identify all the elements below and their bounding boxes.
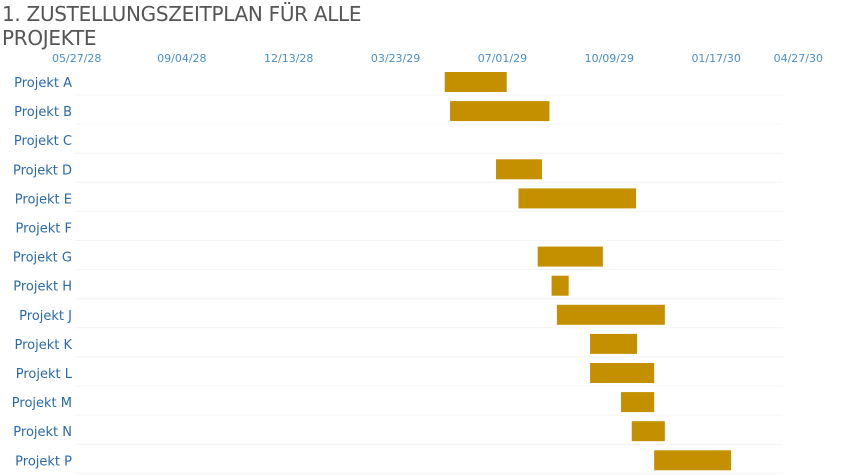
- category-label: Projekt F: [16, 222, 72, 237]
- gantt-bar: [551, 275, 569, 296]
- category-label: Projekt L: [16, 367, 73, 382]
- x-tick-label: 09/04/28: [157, 52, 206, 65]
- gantt-bar: [631, 421, 665, 442]
- gantt-bar: [621, 392, 655, 413]
- x-tick-label: 04/27/30: [774, 52, 823, 65]
- x-tick-label: 12/13/28: [264, 52, 313, 65]
- category-label: Projekt K: [14, 338, 72, 353]
- x-tick-label: 03/23/29: [371, 52, 420, 65]
- gantt-bar: [496, 159, 542, 180]
- category-label: Projekt P: [15, 454, 72, 469]
- gantt-bar: [590, 333, 638, 354]
- category-label: Projekt M: [12, 396, 72, 411]
- gantt-bar: [590, 363, 655, 383]
- category-label: Projekt J: [19, 309, 72, 324]
- category-label: Projekt N: [13, 425, 72, 440]
- category-label: Projekt C: [14, 134, 72, 149]
- x-tick-label: 05/27/28: [52, 52, 101, 65]
- chart-title: 1. ZUSTELLUNGSZEITPLAN FÜR ALLE PROJEKTE: [2, 2, 362, 50]
- category-label: Projekt A: [14, 76, 72, 91]
- category-label: Projekt E: [15, 192, 72, 207]
- gantt-bar: [537, 246, 603, 267]
- x-tick-label: 01/17/30: [691, 52, 740, 65]
- category-label: Projekt B: [14, 105, 72, 120]
- category-label: Projekt D: [13, 163, 72, 178]
- gantt-bar: [518, 188, 636, 209]
- gantt-bar: [450, 101, 550, 122]
- gantt-bar: [444, 72, 507, 92]
- x-tick-label: 10/09/29: [585, 52, 634, 65]
- x-tick-label: 07/01/29: [478, 52, 527, 65]
- gantt-bar: [556, 304, 665, 325]
- gantt-bar: [654, 450, 732, 471]
- category-label: Projekt H: [13, 280, 72, 295]
- category-label: Projekt G: [13, 251, 72, 266]
